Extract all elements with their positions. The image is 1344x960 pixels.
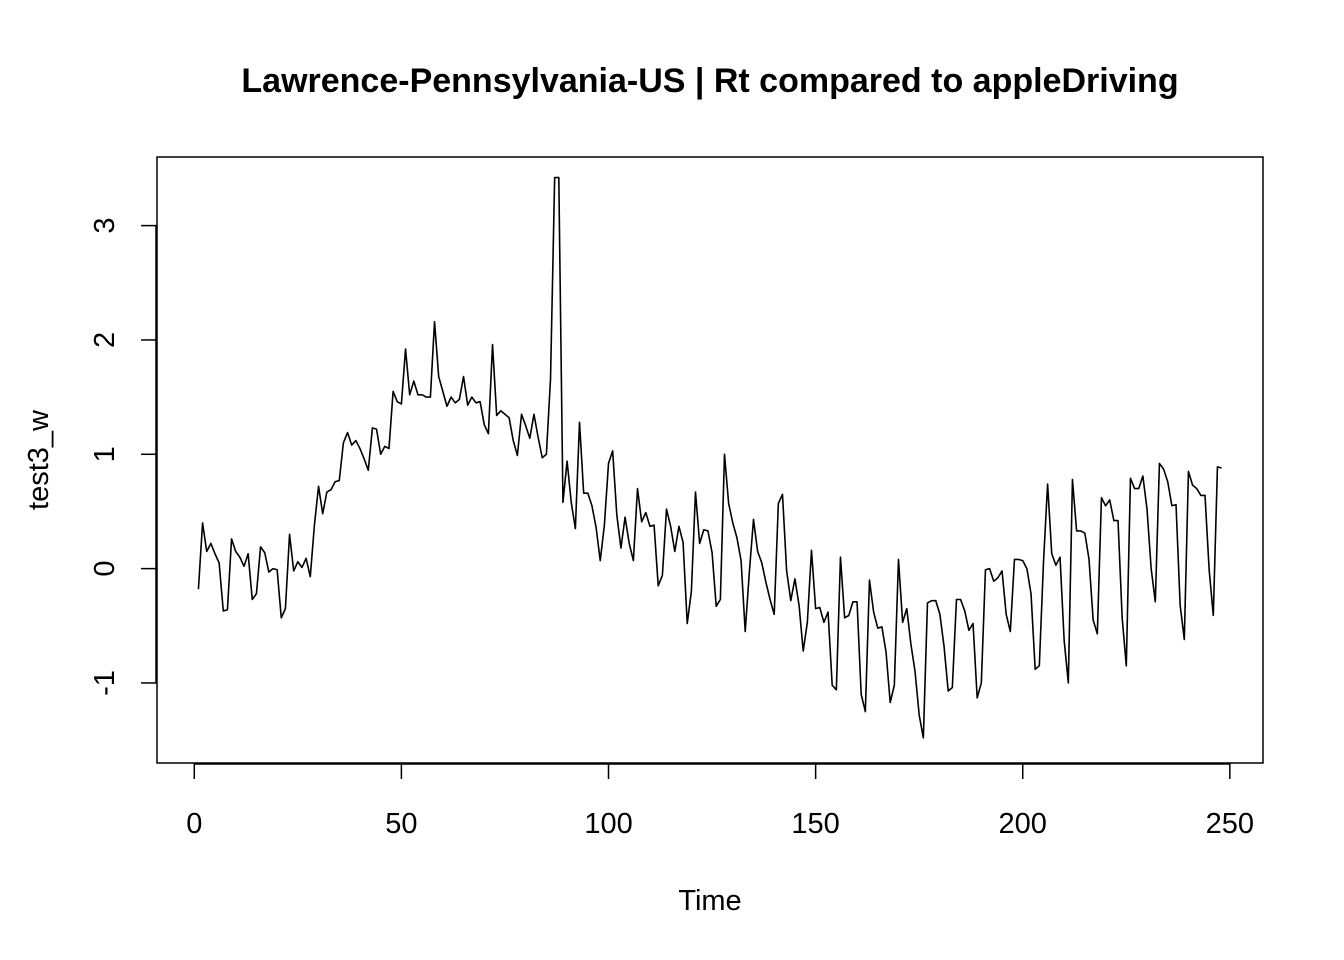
x-axis-label: Time: [678, 885, 741, 917]
y-tick-label: 2: [89, 332, 121, 348]
chart-title: Lawrence-Pennsylvania-US | Rt compared t…: [241, 62, 1178, 100]
y-axis-label: test3_w: [23, 409, 55, 510]
x-tick-label: 0: [186, 808, 202, 840]
y-tick-label: -1: [89, 670, 121, 696]
x-tick-label: 50: [385, 808, 417, 840]
x-tick-label: 250: [1206, 808, 1254, 840]
x-tick-label: 100: [584, 808, 632, 840]
x-axis: 0 50 100 150 200 250: [186, 763, 1254, 840]
y-tick-label: 3: [89, 218, 121, 234]
series-line: [197, 176, 1222, 739]
plot-frame: [156, 156, 1264, 764]
x-tick-label: 150: [791, 808, 839, 840]
y-axis: -1 0 1 2 3: [89, 218, 157, 696]
y-tick-label: 0: [89, 561, 121, 577]
y-tick-label: 1: [89, 446, 121, 462]
x-tick-label: 200: [999, 808, 1047, 840]
